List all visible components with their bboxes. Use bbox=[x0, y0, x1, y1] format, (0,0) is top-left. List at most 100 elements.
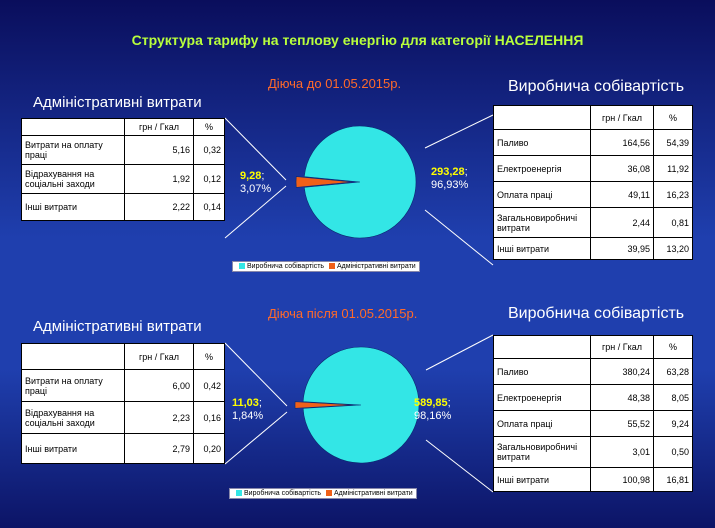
pie-slice-admin bbox=[295, 176, 353, 188]
table-row: Витрати на оплату праці 6,00 0,42 bbox=[21, 369, 225, 402]
prod-slice-pct: 96,93% bbox=[431, 179, 469, 191]
table-cell: 0,32 bbox=[193, 135, 225, 165]
table-cell: Відрахування на соціальні заходи bbox=[21, 164, 125, 194]
table-row: Відрахування на соціальні заходи 2,23 0,… bbox=[21, 401, 225, 434]
pie-chart-after bbox=[294, 346, 420, 464]
table-cell: Оплата праці bbox=[493, 181, 591, 208]
table-cell: Інші витрати bbox=[21, 193, 125, 221]
table-cell: Відрахування на соціальні заходи bbox=[21, 401, 125, 434]
table-header: грн / Гкал bbox=[124, 118, 194, 136]
table-row: Інші витрати 100,98 16,81 bbox=[493, 467, 693, 492]
table-header-row: грн / Гкал % bbox=[21, 118, 225, 136]
table-header-row: грн / Гкал % bbox=[493, 105, 693, 130]
prod-slice-label-after: 589,85; 98,16% bbox=[414, 397, 452, 422]
table-cell: 13,20 bbox=[653, 237, 693, 260]
table-cell: 0,20 bbox=[193, 433, 225, 464]
table-header: % bbox=[193, 118, 225, 136]
table-header bbox=[21, 343, 125, 370]
table-row: Електроенергія 48,38 8,05 bbox=[493, 384, 693, 411]
pie-slice-production bbox=[302, 346, 420, 464]
table-cell: 0,14 bbox=[193, 193, 225, 221]
table-cell: 2,23 bbox=[124, 401, 194, 434]
table-cell: 49,11 bbox=[590, 181, 654, 208]
table-cell: 0,16 bbox=[193, 401, 225, 434]
table-header: грн / Гкал bbox=[590, 105, 654, 130]
table-cell: 55,52 bbox=[590, 410, 654, 437]
table-cell: 39,95 bbox=[590, 237, 654, 260]
table-row: Інші витрати 39,95 13,20 bbox=[493, 237, 693, 260]
date-label-after: Діюча після 01.05.2015р. bbox=[268, 306, 418, 321]
prod-title-after: Виробнича собівартість bbox=[508, 305, 685, 322]
table-row: Паливо 164,56 54,39 bbox=[493, 129, 693, 156]
table-cell: Інші витрати bbox=[21, 433, 125, 464]
table-cell: 2,22 bbox=[124, 193, 194, 221]
admin-slice-pct: 1,84% bbox=[232, 410, 264, 422]
table-cell: 100,98 bbox=[590, 467, 654, 492]
table-cell: 48,38 bbox=[590, 384, 654, 411]
admin-title-after: Адміністративні витрати bbox=[33, 318, 202, 335]
table-header: % bbox=[193, 343, 225, 370]
pie-slice-admin bbox=[294, 401, 354, 409]
table-row: Електроенергія 36,08 11,92 bbox=[493, 155, 693, 182]
table-header bbox=[493, 105, 591, 130]
admin-slice-label-after: 11,03; 1,84% bbox=[232, 397, 264, 422]
table-cell: 3,01 bbox=[590, 436, 654, 468]
table-cell: Витрати на оплату праці bbox=[21, 135, 125, 165]
table-row: Загальновиробничі витрати 2,44 0,81 bbox=[493, 207, 693, 238]
pie-slice-production bbox=[303, 125, 417, 239]
table-cell: 0,50 bbox=[653, 436, 693, 468]
table-header: % bbox=[653, 335, 693, 359]
table-cell: Електроенергія bbox=[493, 155, 591, 182]
admin-table-before: грн / Гкал % Витрати на оплату праці 5,1… bbox=[21, 118, 225, 221]
legend-item: Адміністративні витрати bbox=[334, 490, 413, 497]
table-header: грн / Гкал bbox=[124, 343, 194, 370]
table-cell: 0,12 bbox=[193, 164, 225, 194]
table-cell: Оплата праці bbox=[493, 410, 591, 437]
table-row: Інші витрати 2,22 0,14 bbox=[21, 193, 225, 221]
legend-swatch-admin bbox=[329, 263, 336, 270]
admin-slice-value: 11,03 bbox=[232, 397, 259, 409]
table-row: Оплата праці 49,11 16,23 bbox=[493, 181, 693, 208]
table-cell: 1,92 bbox=[124, 164, 194, 194]
table-cell: Загальновиробничі витрати bbox=[493, 436, 591, 468]
table-header: грн / Гкал bbox=[590, 335, 654, 359]
admin-slice-pct: 3,07% bbox=[240, 183, 272, 195]
table-header bbox=[21, 118, 125, 136]
table-header-row: грн / Гкал % bbox=[21, 343, 225, 370]
legend-swatch-production bbox=[239, 263, 245, 270]
table-row: Відрахування на соціальні заходи 1,92 0,… bbox=[21, 164, 225, 194]
table-cell: Витрати на оплату праці bbox=[21, 369, 125, 402]
admin-slice-label-before: 9,28; 3,07% bbox=[240, 170, 272, 195]
table-cell: 63,28 bbox=[653, 358, 693, 385]
legend-item: Адміністративні витрати bbox=[337, 263, 416, 270]
prod-table-before: грн / Гкал % Паливо 164,56 54,39 Електро… bbox=[493, 105, 693, 260]
table-cell: Паливо bbox=[493, 129, 591, 156]
admin-title-before: Адміністративні витрати bbox=[33, 94, 202, 111]
table-cell: Електроенергія bbox=[493, 384, 591, 411]
table-cell: Загальновиробничі витрати bbox=[493, 207, 591, 238]
table-cell: 0,42 bbox=[193, 369, 225, 402]
table-cell: 8,05 bbox=[653, 384, 693, 411]
table-row: Витрати на оплату праці 5,16 0,32 bbox=[21, 135, 225, 165]
table-header: % bbox=[653, 105, 693, 130]
table-cell: 16,23 bbox=[653, 181, 693, 208]
table-cell: 380,24 bbox=[590, 358, 654, 385]
table-header bbox=[493, 335, 591, 359]
legend-item: Виробнича собівартість bbox=[244, 490, 322, 497]
table-cell: Паливо bbox=[493, 358, 591, 385]
date-label-before: Діюча до 01.05.2015р. bbox=[268, 76, 402, 91]
legend-before: Виробнича собівартість Адміністративні в… bbox=[232, 261, 420, 272]
page-title: Структура тарифу на теплову енергію для … bbox=[131, 32, 584, 48]
table-cell: Інші витрати bbox=[493, 237, 591, 260]
legend-after: Виробнича собівартість Адміністративні в… bbox=[229, 488, 417, 499]
table-cell: 2,44 bbox=[590, 207, 654, 238]
legend-item: Виробнича собівартість bbox=[247, 263, 325, 270]
table-cell: 54,39 bbox=[653, 129, 693, 156]
table-row: Інші витрати 2,79 0,20 bbox=[21, 433, 225, 464]
admin-slice-value: 9,28 bbox=[240, 170, 262, 182]
table-cell: Інші витрати bbox=[493, 467, 591, 492]
prod-slice-label-before: 293,28; 96,93% bbox=[431, 166, 469, 191]
table-row: Оплата праці 55,52 9,24 bbox=[493, 410, 693, 437]
table-cell: 2,79 bbox=[124, 433, 194, 464]
